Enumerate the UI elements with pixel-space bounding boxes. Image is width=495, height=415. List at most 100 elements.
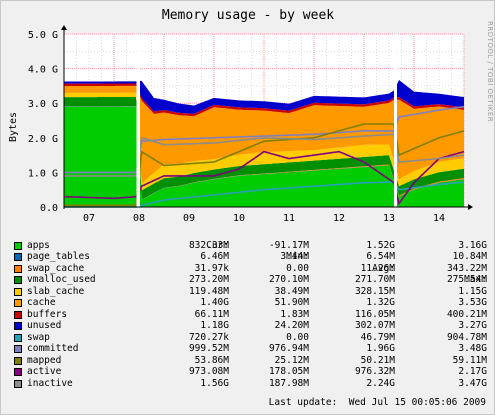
- legend-row-apps: apps 832.33M -91.17M 1.52G 3.16G: [13, 240, 491, 252]
- header-min: Min:: [286, 251, 309, 262]
- legend-cur: 6.46M: [200, 251, 229, 262]
- legend-max: 10.84M: [452, 251, 487, 262]
- legend-name: inactive: [27, 377, 73, 389]
- y-tick-label: 5.0 G: [28, 30, 58, 41]
- legend-cur: 720.27k: [188, 331, 229, 343]
- legend-cur: 1.18G: [200, 320, 229, 331]
- legend-min: -91.17M: [268, 239, 309, 251]
- legend-table: Cur: Min: Avg: Max: apps 832.33M -91.17M 1.…: [13, 228, 491, 389]
- no-data-gap: [136, 34, 140, 207]
- legend-avg: 271.70M: [354, 274, 395, 285]
- y-tick-label: 2.0 G: [28, 134, 58, 145]
- x-tick-labels: 07 08 09 10 11 12 13 14: [83, 213, 445, 224]
- legend-swatch: [14, 299, 22, 307]
- legend-cur: 999.52M: [188, 343, 229, 354]
- legend-max: 3.16G: [458, 239, 487, 251]
- legend-row-unused: unused 1.18G 24.20M 302.07M 3.27G: [13, 320, 491, 332]
- legend-avg: 46.79M: [360, 331, 395, 343]
- legend-row-swap-cache: swap_cache 31.97k 0.00 11.26M 343.22M: [13, 263, 491, 275]
- legend-rows: apps 832.33M -91.17M 1.52G 3.16G page_tables 6…: [13, 240, 491, 390]
- area-unused: [64, 80, 464, 114]
- legend-min: 178.05M: [268, 366, 309, 377]
- legend-min: 187.98M: [268, 377, 309, 389]
- legend-cur: 119.48M: [188, 285, 229, 297]
- line-active: [63, 150, 465, 206]
- data-gaps: [136, 34, 397, 207]
- y-axis-label: Bytes: [8, 112, 19, 142]
- legend-name: vmalloc_used: [27, 274, 96, 285]
- legend-name: buffers: [27, 308, 68, 320]
- legend-max: 3.27G: [458, 320, 487, 331]
- x-tick-label: 14: [433, 213, 445, 224]
- x-tick-label: 13: [383, 213, 395, 224]
- legend-row-page-tables: page_tables 6.46M 3.44M 6.54M 10.84M: [13, 251, 491, 263]
- legend-name: apps: [27, 239, 50, 251]
- no-data-gap: [394, 34, 397, 207]
- legend-min: 24.20M: [274, 320, 309, 331]
- rrdtool-credit: RRDTOOL / TOBI OETIKER: [486, 21, 494, 122]
- area-apps: [64, 106, 464, 207]
- legend-swatch: [14, 264, 22, 273]
- legend-avg: 1.32G: [366, 297, 395, 308]
- legend-name: unused: [27, 320, 62, 331]
- x-tick-label: 08: [133, 213, 145, 224]
- legend-swatch: [14, 287, 22, 296]
- last-update: Last update: Wed Jul 15 00:05:06 2009: [268, 397, 486, 408]
- legend-name: swap_cache: [27, 262, 85, 274]
- legend-avg: 1.52G: [366, 239, 395, 251]
- legend-cur: 31.97k: [194, 262, 229, 274]
- line-mapped: [64, 123, 465, 207]
- legend-cur: 1.56G: [200, 377, 229, 389]
- x-tick-label: 07: [83, 213, 95, 224]
- x-tick-label: 12: [333, 213, 345, 224]
- legend-avg: 976.32M: [354, 366, 395, 377]
- legend-name: page_tables: [27, 251, 90, 262]
- legend-header: Cur: Min: Avg: Max:: [13, 228, 491, 286]
- legend-max: 3.47G: [458, 377, 487, 389]
- legend-max: 59.11M: [452, 354, 487, 366]
- legend-max: 3.53G: [458, 297, 487, 308]
- legend-min: 3.44M: [280, 251, 309, 262]
- legend-swatch: [14, 333, 22, 342]
- y-axis-arrow: [61, 25, 67, 30]
- legend-max: 1.15G: [458, 285, 487, 297]
- legend-min: 270.10M: [268, 274, 309, 285]
- legend-name: cache: [27, 297, 56, 308]
- y-tick-label: 1.0 G: [28, 168, 58, 179]
- legend-row-buffers: buffers 66.11M 1.83M 116.05M 400.21M: [13, 309, 491, 321]
- legend-cur: 66.11M: [194, 308, 229, 320]
- legend-swatch: [14, 241, 22, 250]
- legend-max: 343.22M: [446, 262, 487, 274]
- legend-cur: 1.40G: [200, 297, 229, 308]
- legend-max: 275.54M: [446, 274, 487, 285]
- legend-name: active: [27, 366, 62, 377]
- legend-swatch: [14, 345, 22, 353]
- x-tick-label: 11: [283, 213, 295, 224]
- x-axis-arrow: [468, 204, 473, 210]
- legend-min: 51.90M: [274, 297, 309, 308]
- legend-max: 400.21M: [446, 308, 487, 320]
- legend-max: 2.17G: [458, 366, 487, 377]
- legend-min: 976.94M: [268, 343, 309, 354]
- legend-max: 3.48G: [458, 343, 487, 354]
- legend-avg: 6.54M: [366, 251, 395, 262]
- legend-swatch: [14, 276, 22, 284]
- legend-row-swap: swap 720.27k 0.00 46.79M 904.78M: [13, 332, 491, 344]
- legend-cur: 53.86M: [194, 354, 229, 366]
- legend-swatch: [14, 253, 22, 261]
- line-inactive: [64, 133, 465, 177]
- legend-row-committed: committed 999.52M 976.94M 1.96G 3.48G: [13, 343, 491, 355]
- legend-swatch: [14, 379, 22, 388]
- legend-row-cache: cache 1.40G 51.90M 1.32G 3.53G: [13, 297, 491, 309]
- header-avg: Avg:: [372, 262, 395, 274]
- x-tick-label: 10: [233, 213, 245, 224]
- legend-swatch: [14, 322, 22, 330]
- legend-row-vmalloc-used: vmalloc_used 273.20M 270.10M 271.70M 275.54M: [13, 274, 491, 286]
- legend-min: 1.83M: [280, 308, 309, 320]
- y-tick-label: 0.0: [40, 203, 58, 214]
- legend-avg: 11.26M: [360, 262, 395, 274]
- x-tick-label: 09: [183, 213, 195, 224]
- legend-swatch: [14, 356, 22, 365]
- legend-row-slab-cache: slab_cache 119.48M 38.49M 328.15M 1.15G: [13, 286, 491, 298]
- line-committed: [64, 105, 465, 174]
